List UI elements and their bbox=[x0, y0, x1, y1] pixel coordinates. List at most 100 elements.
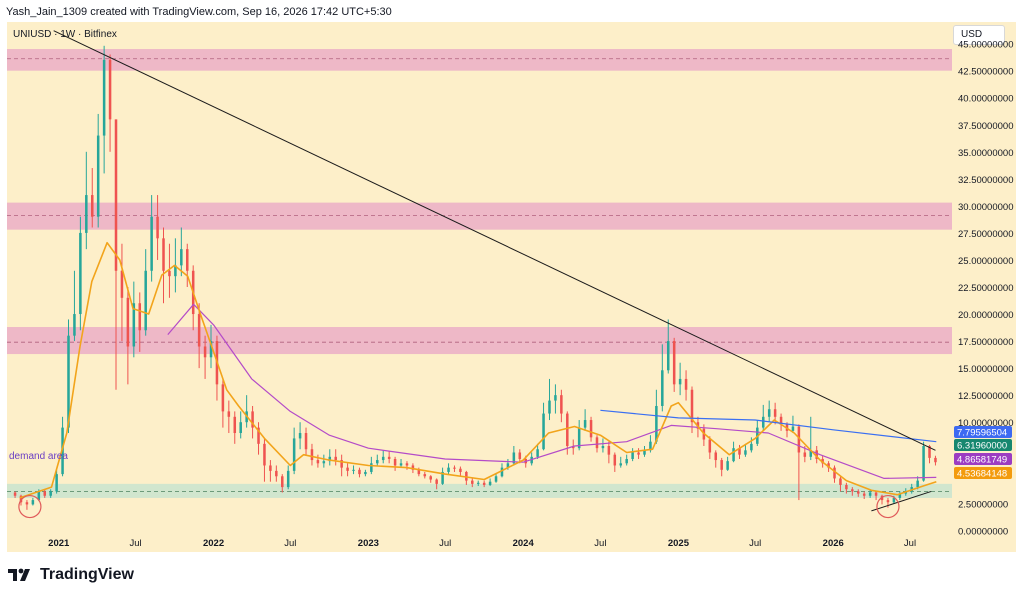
candle-body bbox=[399, 463, 403, 466]
tradingview-logo-icon bbox=[8, 568, 30, 581]
y-tick-label: 32.50000000 bbox=[958, 175, 1013, 186]
candle-body bbox=[370, 463, 373, 472]
candle-body bbox=[55, 474, 58, 492]
x-tick-label: Jul bbox=[439, 538, 451, 549]
candle-body bbox=[494, 476, 498, 482]
candle-body bbox=[138, 303, 142, 331]
y-tick-label: 15.00000000 bbox=[958, 364, 1013, 375]
candle-body bbox=[49, 491, 52, 496]
x-tick-label: 2025 bbox=[668, 538, 690, 549]
candle-body bbox=[132, 303, 136, 347]
candle-body bbox=[310, 449, 314, 461]
candle-body bbox=[892, 497, 896, 503]
resistance-zone bbox=[7, 49, 952, 71]
candle-body bbox=[809, 450, 813, 457]
candle-body bbox=[79, 232, 82, 315]
candle-body bbox=[435, 479, 438, 484]
candle-body bbox=[744, 450, 747, 455]
candle-body bbox=[708, 439, 712, 453]
candle-body bbox=[423, 474, 427, 477]
brand-name: TradingView bbox=[40, 566, 134, 583]
candle-body bbox=[726, 461, 729, 470]
x-tick-label: 2022 bbox=[203, 538, 224, 549]
candle-body bbox=[85, 195, 88, 233]
x-axis: 2021 Jul 2022 Jul 2023 Jul 2024 Jul 2025 Jul 2026 J… bbox=[48, 538, 916, 549]
candle-body bbox=[221, 384, 225, 412]
candle-body bbox=[512, 452, 516, 464]
candle-body bbox=[738, 448, 741, 455]
y-tick-label: 25.00000000 bbox=[958, 256, 1013, 267]
candle-body bbox=[649, 441, 652, 451]
candle-body bbox=[275, 470, 278, 477]
chart-attribution: Yash_Jain_1309 created with TradingView.… bbox=[6, 6, 392, 18]
candle-body bbox=[655, 405, 658, 442]
candle-body bbox=[67, 335, 70, 428]
candle-body bbox=[447, 467, 450, 472]
candle-body bbox=[767, 409, 771, 417]
y-tick-label: 27.50000000 bbox=[958, 229, 1013, 240]
candle-body bbox=[607, 446, 611, 455]
blue-ma-line bbox=[600, 409, 937, 443]
candle-body bbox=[554, 395, 557, 401]
candle-body bbox=[292, 438, 296, 471]
candle-body bbox=[269, 465, 272, 471]
candle-body bbox=[720, 460, 723, 470]
candle-body bbox=[631, 452, 634, 459]
price-tag-bg bbox=[954, 467, 1012, 479]
candle-body bbox=[387, 456, 391, 459]
candle-body bbox=[518, 452, 522, 459]
candle-body bbox=[197, 314, 201, 347]
candle-body bbox=[239, 422, 242, 434]
candle-body bbox=[227, 411, 231, 417]
candle-body bbox=[281, 476, 284, 488]
candle-body bbox=[839, 478, 842, 485]
x-tick-label: 2024 bbox=[513, 538, 535, 549]
candle-body bbox=[180, 249, 183, 266]
candle-body bbox=[417, 469, 421, 475]
currency-button[interactable]: USD bbox=[953, 25, 1005, 45]
y-tick-label: 0.00000000 bbox=[958, 526, 1008, 537]
candle-body bbox=[411, 465, 415, 470]
candle-body bbox=[340, 460, 343, 468]
candle-body bbox=[791, 426, 795, 431]
x-tick-label: Jul bbox=[129, 538, 141, 549]
candle-body bbox=[304, 433, 308, 450]
candle-body bbox=[779, 416, 783, 425]
candle-body bbox=[577, 427, 581, 449]
candle-body bbox=[471, 480, 474, 484]
candle-body bbox=[209, 341, 213, 358]
candle-body bbox=[797, 426, 801, 453]
candle-body bbox=[643, 450, 646, 455]
candle-body bbox=[661, 370, 664, 406]
y-tick-label: 10.00000000 bbox=[958, 418, 1013, 429]
x-tick-label: 2023 bbox=[358, 538, 379, 549]
candle-body bbox=[263, 443, 266, 466]
candle-body bbox=[536, 449, 539, 457]
candle-body bbox=[102, 59, 106, 136]
y-tick-label: 35.00000000 bbox=[958, 148, 1013, 159]
candle-body bbox=[827, 463, 830, 468]
candle-body bbox=[19, 495, 23, 503]
candle-body bbox=[506, 463, 510, 468]
descending-trendline bbox=[53, 30, 936, 451]
candle-body bbox=[186, 249, 189, 271]
candle-body bbox=[874, 492, 878, 496]
candle-body bbox=[156, 216, 159, 239]
candle-body bbox=[934, 457, 937, 463]
candle-body bbox=[376, 460, 379, 464]
resistance-zone bbox=[7, 327, 952, 355]
x-tick-label: 2021 bbox=[48, 538, 70, 549]
candle-body bbox=[583, 420, 587, 428]
y-tick-label: 17.50000000 bbox=[958, 337, 1013, 348]
candle-body bbox=[851, 489, 854, 492]
tradingview-brand[interactable]: TradingView bbox=[8, 566, 134, 584]
candle-body bbox=[773, 409, 777, 417]
ema-slow-line bbox=[167, 303, 937, 479]
candle-body bbox=[566, 413, 569, 446]
candle-body bbox=[560, 395, 563, 414]
demand-area-label: demand area bbox=[9, 451, 68, 462]
candle-body bbox=[429, 476, 432, 480]
candle-body bbox=[358, 469, 361, 475]
highlight-circle bbox=[876, 494, 900, 519]
